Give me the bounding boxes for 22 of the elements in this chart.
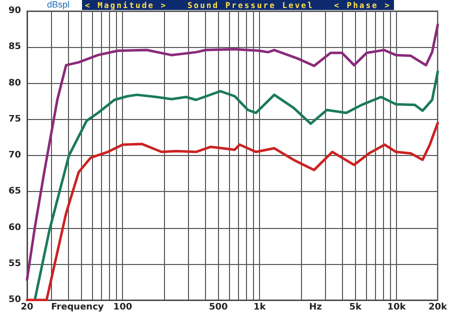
x-tick-label: 500 xyxy=(209,302,228,312)
y-tick-label: 75 xyxy=(8,114,21,124)
y-tick-label: 90 xyxy=(8,6,21,16)
text: < Phase > xyxy=(334,0,391,10)
x-tick-label: 10k xyxy=(387,302,407,312)
y-tick-label: 65 xyxy=(8,186,21,197)
text: < Magnitude > xyxy=(85,0,168,10)
x-axis-title: Frequency xyxy=(51,302,104,312)
text: Hz xyxy=(309,302,322,312)
y-tick-label: 80 xyxy=(8,78,21,88)
x-tick-label: 5k xyxy=(349,302,362,312)
y-tick-label: 55 xyxy=(8,258,21,269)
x-tick-label: 20k xyxy=(428,302,448,312)
chart-title: Sound Pressure Level xyxy=(187,0,314,10)
y-tick-label: 60 xyxy=(8,222,21,233)
y-tick-label: 85 xyxy=(8,42,21,52)
y-axis-title: dBspl xyxy=(47,0,70,10)
x-tick-label: 100 xyxy=(113,302,132,312)
y-tick-label: 70 xyxy=(8,150,21,160)
y-tick-label: 50 xyxy=(8,295,21,305)
x-tick-label: 20 xyxy=(20,302,34,312)
x-tick-label: 1k xyxy=(253,302,267,312)
